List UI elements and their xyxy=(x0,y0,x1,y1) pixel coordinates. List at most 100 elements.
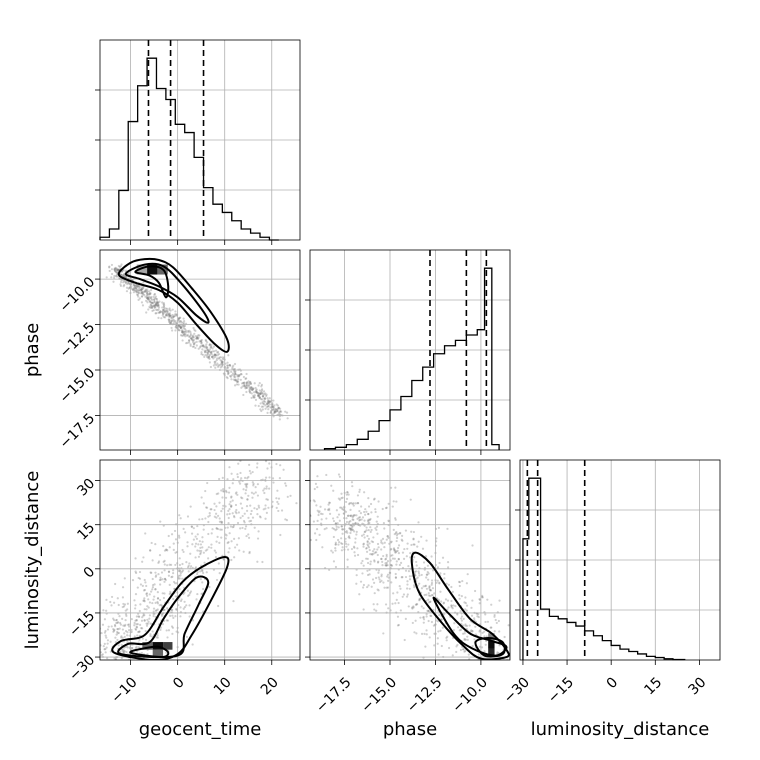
scatter-point xyxy=(258,396,261,399)
scatter-point xyxy=(466,664,468,666)
scatter-point xyxy=(168,314,172,317)
scatter-point xyxy=(157,306,161,309)
scatter-point xyxy=(394,576,397,579)
scatter-point xyxy=(363,530,366,534)
scatter-point xyxy=(161,310,164,314)
scatter-point xyxy=(341,532,344,535)
scatter-point xyxy=(413,570,417,573)
scatter-point xyxy=(358,516,362,519)
scatter-point xyxy=(114,274,118,277)
scatter-point xyxy=(414,603,418,606)
scatter-point xyxy=(237,378,240,381)
scatter-point xyxy=(140,290,143,293)
scatter-point xyxy=(174,326,177,329)
scatter-point xyxy=(425,615,428,618)
scatter-point xyxy=(186,545,189,548)
scatter-point xyxy=(181,331,184,334)
scatter-point xyxy=(428,586,431,589)
scatter-point xyxy=(404,575,408,579)
scatter-point xyxy=(249,382,252,385)
scatter-point xyxy=(463,678,465,680)
scatter-point xyxy=(151,586,155,589)
scatter-point xyxy=(126,623,130,626)
scatter-point xyxy=(325,527,328,530)
scatter-point xyxy=(420,535,423,538)
scatter-point xyxy=(107,625,110,628)
scatter-point xyxy=(352,502,355,505)
scatter-point xyxy=(367,528,370,532)
scatter-point xyxy=(199,346,202,349)
scatter-point xyxy=(493,613,496,617)
scatter-point xyxy=(150,303,153,306)
scatter-point xyxy=(143,578,146,582)
scatter-point xyxy=(477,668,479,670)
scatter-point xyxy=(386,586,390,589)
scatter-point xyxy=(178,319,181,322)
scatter-point xyxy=(187,564,190,567)
scatter-point xyxy=(140,288,144,291)
scatter-point xyxy=(158,578,162,582)
scatter-point xyxy=(153,300,156,304)
scatter-point xyxy=(245,385,248,388)
scatter-point xyxy=(362,586,365,589)
scatter-point xyxy=(425,576,428,579)
scatter-point xyxy=(182,317,185,320)
scatter-point xyxy=(420,587,424,590)
scatter-point xyxy=(125,645,128,648)
scatter-point xyxy=(433,644,436,647)
scatter-point xyxy=(159,583,162,586)
scatter-point xyxy=(147,298,150,301)
scatter-point xyxy=(161,311,164,314)
scatter-point xyxy=(211,347,214,350)
scatter-point xyxy=(429,589,432,592)
x-axis-label: geocent_time xyxy=(139,719,262,740)
scatter-point xyxy=(273,404,276,407)
scatter-point xyxy=(361,572,364,575)
scatter-point xyxy=(128,634,131,637)
scatter-point xyxy=(69,641,71,643)
scatter-point xyxy=(197,543,200,546)
scatter-point xyxy=(275,506,278,509)
scatter-point xyxy=(358,518,362,522)
scatter-point xyxy=(119,284,123,288)
scatter-point xyxy=(267,408,270,411)
scatter-point xyxy=(466,573,469,576)
scatter-point xyxy=(120,664,122,666)
scatter-point xyxy=(155,298,159,301)
scatter-point xyxy=(276,408,279,411)
scatter-point xyxy=(218,572,221,575)
scatter-point xyxy=(271,405,275,409)
scatter-point xyxy=(220,365,224,368)
scatter-point xyxy=(228,503,231,506)
scatter-point xyxy=(450,599,453,603)
scatter-point xyxy=(252,394,255,397)
scatter-point xyxy=(198,518,201,521)
scatter-point xyxy=(225,534,228,537)
scatter-point xyxy=(195,335,199,338)
scatter-point xyxy=(395,500,398,503)
scatter-point xyxy=(86,586,88,588)
scatter-point xyxy=(155,302,158,305)
scatter-point xyxy=(155,312,158,315)
scatter-point xyxy=(202,587,205,591)
scatter-point xyxy=(454,605,457,608)
scatter-point xyxy=(145,663,147,665)
scatter-point xyxy=(341,528,344,531)
scatter-point xyxy=(194,535,197,538)
scatter-point xyxy=(162,544,165,548)
scatter-point xyxy=(346,491,349,494)
scatter-point xyxy=(155,308,158,311)
scatter-point xyxy=(350,501,353,505)
scatter-point xyxy=(215,540,218,543)
scatter-point xyxy=(226,364,229,367)
scatter-point xyxy=(132,291,136,294)
scatter-point xyxy=(116,630,119,634)
scatter-point xyxy=(390,540,393,543)
scatter-point xyxy=(159,626,162,629)
scatter-point xyxy=(55,632,57,634)
scatter-point xyxy=(118,615,121,618)
scatter-point xyxy=(243,521,246,524)
scatter-point xyxy=(369,563,372,566)
scatter-point xyxy=(349,508,352,511)
scatter-point xyxy=(340,497,343,500)
